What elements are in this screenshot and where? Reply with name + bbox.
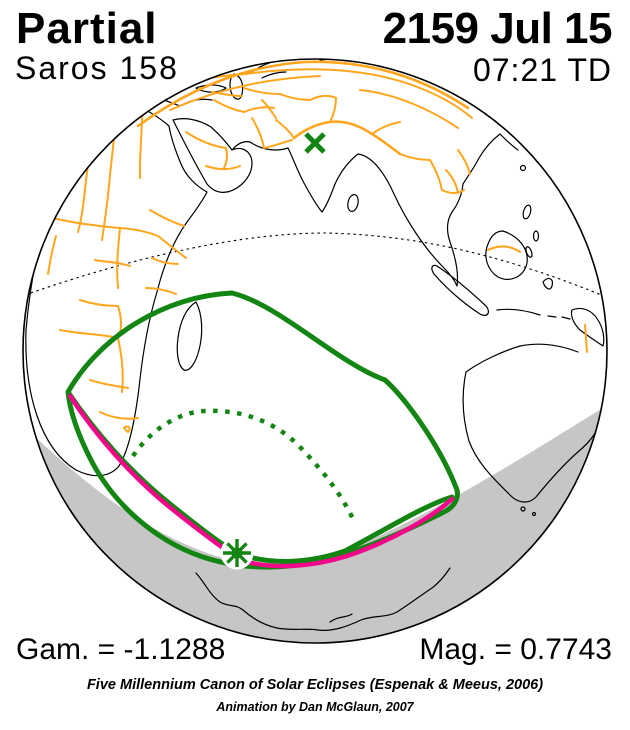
gamma-value: Gam. = -1.1288 <box>16 633 226 666</box>
animation-credit: Animation by Dan McGlaun, 2007 <box>216 700 414 714</box>
eclipse-time: 07:21 TD <box>472 52 612 88</box>
terminator-shading <box>28 406 606 643</box>
source-credit: Five Millennium Canon of Solar Eclipses … <box>86 677 544 693</box>
inner-contour-dotted <box>131 408 356 520</box>
magnitude-value: Mag. = 0.7743 <box>419 633 612 666</box>
eclipse-date: 2159 Jul 15 <box>382 4 613 53</box>
globe-outline <box>22 58 608 644</box>
zenith-marker <box>304 132 326 154</box>
saros-series-label: Saros 158 <box>15 50 179 86</box>
eclipse-limit-outline <box>65 290 460 570</box>
greatest-eclipse-marker <box>220 536 254 570</box>
eclipse-type-title: Partial <box>16 4 158 53</box>
